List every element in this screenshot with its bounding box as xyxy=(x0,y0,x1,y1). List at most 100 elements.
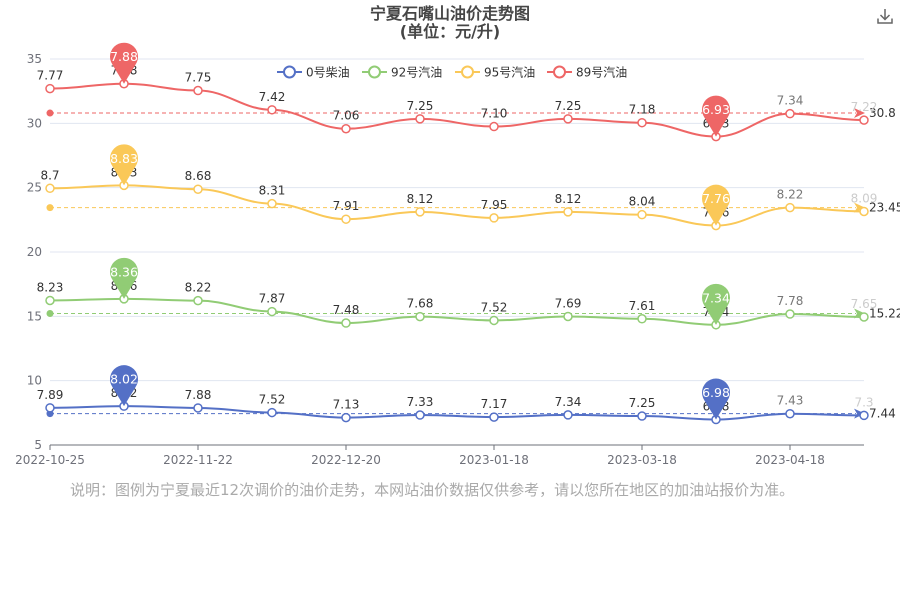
price-label: 8.68 xyxy=(185,169,212,183)
series-line xyxy=(49,184,865,227)
data-point xyxy=(45,295,55,306)
download-icon[interactable] xyxy=(876,7,894,25)
price-label: 7.18 xyxy=(629,103,656,117)
data-point xyxy=(637,117,647,128)
average-arrow xyxy=(854,108,865,119)
data-point xyxy=(267,407,277,418)
price-label: 7.61 xyxy=(629,299,656,313)
series-layer: 7.44 7.89 8.02 7.88 7.52 7.13 7.33 7.17 7.34 7.25… xyxy=(37,64,900,425)
price-label: 7.48 xyxy=(333,303,360,317)
pin-head xyxy=(110,144,138,173)
data-point xyxy=(341,412,351,423)
price-label: 7.10 xyxy=(481,107,508,121)
price-label: 7.42 xyxy=(259,90,286,104)
x-tick-label: 2023-01-18 xyxy=(459,453,529,467)
marker-layer: 8.02 6.98 8.36 7.34 8.83 7.76 7.88 6.93 xyxy=(110,42,730,420)
pin-label: 6.98 xyxy=(702,385,730,400)
price-label: 7.52 xyxy=(259,393,286,407)
legend-label: 92号汽油 xyxy=(391,65,442,80)
series-line xyxy=(49,82,865,138)
data-point xyxy=(45,183,55,194)
price-label: 7.25 xyxy=(555,99,582,113)
price-label: 8.12 xyxy=(555,192,582,206)
price-label: 8.22 xyxy=(185,281,212,295)
legend-label: 0号柴油 xyxy=(306,66,350,80)
data-point xyxy=(341,214,351,224)
data-point xyxy=(193,403,203,413)
data-point xyxy=(415,114,425,124)
series-0: 7.447.898.027.887.527.137.337.177.347.25… xyxy=(37,386,896,425)
price-label: 8.31 xyxy=(259,184,286,198)
data-point xyxy=(489,412,499,422)
y-tick-label: 20 xyxy=(27,245,42,259)
price-label: 8.23 xyxy=(37,281,64,295)
data-point xyxy=(489,121,499,132)
average-label: 15.22 xyxy=(869,307,900,321)
legend-symbol xyxy=(283,65,296,79)
data-point xyxy=(267,105,277,115)
data-point xyxy=(859,312,869,322)
max-marker: 7.88 xyxy=(110,42,138,84)
price-label: 8.12 xyxy=(407,192,434,206)
data-point xyxy=(563,207,573,217)
price-label: 7.68 xyxy=(407,297,434,311)
price-label: 7.06 xyxy=(333,109,360,123)
pin-label: 7.34 xyxy=(702,290,730,305)
pin-head xyxy=(110,257,138,286)
price-label: 7.52 xyxy=(481,300,508,314)
data-point xyxy=(637,314,647,324)
legend-item[interactable]: 0号柴油 xyxy=(277,65,350,80)
legend-item[interactable]: 92号汽油 xyxy=(362,65,442,80)
data-point xyxy=(859,410,869,421)
min-marker: 6.93 xyxy=(702,95,730,137)
pin-label: 7.76 xyxy=(702,191,730,206)
average-label: 23.45 xyxy=(869,201,900,215)
y-tick-label: 10 xyxy=(27,374,42,388)
data-point xyxy=(637,411,647,421)
legend-item[interactable]: 95号汽油 xyxy=(455,65,535,80)
x-tick-label: 2022-11-22 xyxy=(163,453,233,467)
pin-head xyxy=(702,378,730,407)
legend-symbol xyxy=(461,65,474,79)
data-point xyxy=(341,123,351,134)
legend[interactable]: 0号柴油 92号汽油 95号汽油 89号汽油 xyxy=(277,65,627,80)
data-point xyxy=(785,309,795,319)
series-1: 15.228.238.368.227.877.487.687.527.697.6… xyxy=(37,279,900,330)
x-tick-label: 2022-10-25 xyxy=(15,453,85,467)
price-label: 7.25 xyxy=(407,99,434,113)
price-label: 7.78 xyxy=(777,294,804,308)
legend-label: 95号汽油 xyxy=(484,65,535,80)
price-label: 7.3 xyxy=(854,395,873,409)
data-point xyxy=(45,83,55,94)
min-marker: 6.98 xyxy=(702,378,730,420)
legend-item[interactable]: 89号汽油 xyxy=(547,65,627,80)
price-label: 7.91 xyxy=(333,199,360,213)
average-arrow xyxy=(854,202,865,213)
data-point xyxy=(785,108,795,119)
pin-label: 8.36 xyxy=(110,264,138,279)
data-point xyxy=(193,184,203,194)
price-label: 8.7 xyxy=(40,168,59,182)
y-tick-label: 15 xyxy=(27,309,42,323)
price-label: 7.95 xyxy=(481,198,508,212)
data-point xyxy=(267,198,277,209)
average-arrow xyxy=(854,308,865,319)
pin-label: 7.88 xyxy=(110,49,138,64)
price-label: 7.17 xyxy=(481,397,508,411)
price-label: 7.89 xyxy=(37,388,64,402)
data-point xyxy=(563,114,573,124)
price-label: 7.65 xyxy=(851,297,878,311)
y-tick-label: 30 xyxy=(27,116,42,130)
data-point xyxy=(563,410,573,420)
legend-label: 89号汽油 xyxy=(576,65,627,80)
average-arrow xyxy=(854,408,865,419)
series-line xyxy=(49,405,865,421)
chart-note: 说明：图例为宁夏最近12次调价的油价走势，本网站油价数据仅供参考，请以您所在地区… xyxy=(70,481,795,499)
price-label: 7.13 xyxy=(333,398,360,412)
price-label: 7.69 xyxy=(555,296,582,310)
pin-label: 8.02 xyxy=(110,372,138,387)
pin-label: 6.93 xyxy=(702,102,730,117)
data-point xyxy=(193,295,203,306)
pin-head xyxy=(702,95,730,124)
